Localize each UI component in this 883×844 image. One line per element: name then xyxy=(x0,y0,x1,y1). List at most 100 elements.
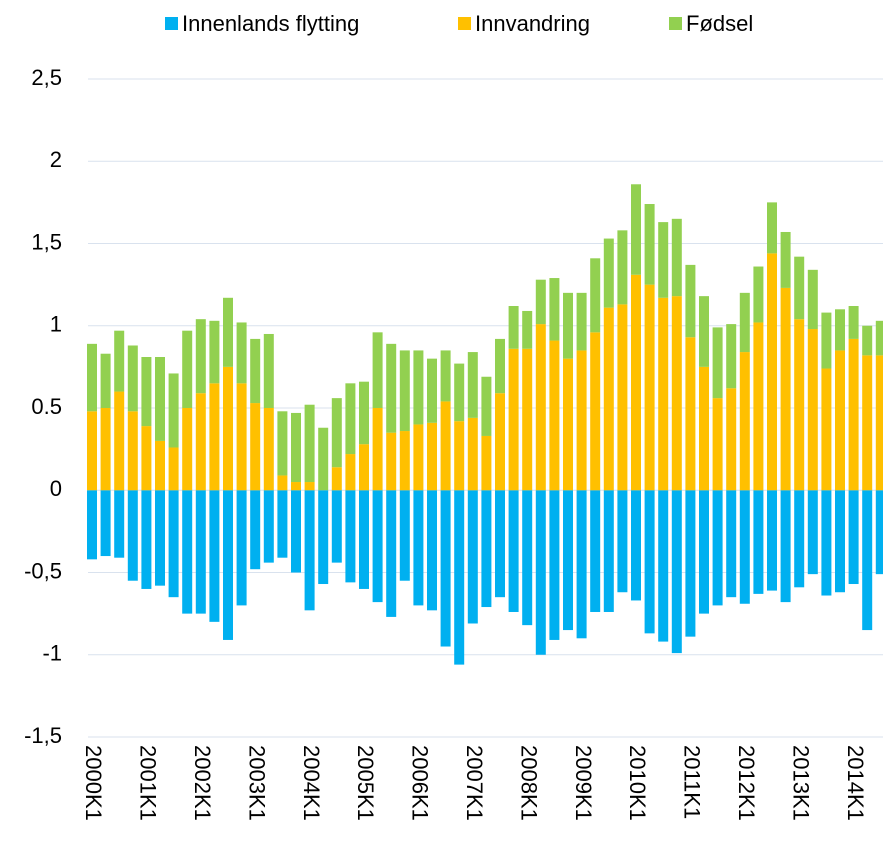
bar xyxy=(481,490,492,608)
bar xyxy=(399,490,410,581)
bar xyxy=(277,411,288,476)
bar xyxy=(685,337,696,491)
x-tick-label: 2012K1 xyxy=(734,745,759,821)
bar xyxy=(658,297,669,491)
bar xyxy=(345,383,356,455)
bar xyxy=(413,490,424,606)
bar xyxy=(236,322,247,384)
bar xyxy=(794,319,805,491)
bar xyxy=(767,202,777,254)
bar xyxy=(685,490,696,637)
x-tick-label: 2008K1 xyxy=(516,745,541,821)
bar xyxy=(671,490,682,654)
bar xyxy=(807,269,818,330)
bar xyxy=(535,279,546,325)
bar xyxy=(712,327,723,399)
legend-label: Fødsel xyxy=(686,11,753,36)
y-tick-label: 0 xyxy=(50,476,62,501)
bar xyxy=(481,376,492,436)
bar xyxy=(495,490,505,598)
bar xyxy=(481,435,492,491)
bar xyxy=(345,490,356,583)
bar xyxy=(223,297,233,367)
bar xyxy=(699,296,709,367)
bar xyxy=(726,490,737,598)
bar xyxy=(427,490,437,611)
bar xyxy=(114,330,125,392)
bar xyxy=(712,398,723,491)
x-tick-label: 2009K1 xyxy=(571,745,596,821)
bar xyxy=(821,490,832,596)
bar xyxy=(141,490,152,589)
bar xyxy=(427,358,437,423)
bar xyxy=(114,490,125,558)
bar xyxy=(495,393,505,491)
bar xyxy=(726,324,737,389)
bar xyxy=(100,408,111,491)
bar xyxy=(291,412,301,483)
y-tick-label: 0.5 xyxy=(31,394,62,419)
bar xyxy=(195,490,206,614)
bar xyxy=(848,306,859,339)
bar xyxy=(875,490,883,575)
bar xyxy=(794,256,805,320)
bar xyxy=(767,490,777,591)
bar xyxy=(699,366,709,491)
x-tick-label: 2002K1 xyxy=(190,745,215,821)
bar xyxy=(576,490,587,639)
bar xyxy=(631,490,641,601)
bar xyxy=(182,330,193,408)
bar xyxy=(603,238,614,308)
bar xyxy=(671,296,682,491)
bar xyxy=(563,490,573,631)
y-tick-label: 2 xyxy=(50,147,62,172)
bar xyxy=(739,490,750,604)
bar xyxy=(250,490,261,570)
bar xyxy=(590,258,601,333)
x-tick-label: 2013K1 xyxy=(788,745,813,821)
x-tick-label: 2006K1 xyxy=(408,745,433,821)
bar xyxy=(413,350,424,425)
bar xyxy=(454,490,465,665)
legend-swatch xyxy=(165,17,178,30)
bar xyxy=(209,490,220,622)
bar xyxy=(372,408,383,491)
bar xyxy=(563,358,573,491)
bar xyxy=(359,444,369,491)
bar xyxy=(794,490,805,588)
bar xyxy=(617,490,628,593)
bar xyxy=(712,490,723,606)
bar xyxy=(848,490,859,585)
x-tick-label: 2003K1 xyxy=(244,745,269,821)
bar xyxy=(87,490,97,560)
bar xyxy=(603,490,614,612)
bar xyxy=(155,440,165,491)
bar xyxy=(318,427,329,491)
bar xyxy=(821,368,832,491)
bar xyxy=(236,490,247,606)
bar xyxy=(155,490,165,586)
bar xyxy=(807,329,818,491)
bar xyxy=(331,398,342,468)
bar xyxy=(508,306,519,349)
y-tick-label: 1,5 xyxy=(31,229,62,254)
bar xyxy=(87,411,97,491)
bar xyxy=(155,357,165,441)
bar xyxy=(522,310,533,349)
bar xyxy=(862,355,873,491)
legend-swatch xyxy=(458,17,471,30)
bar xyxy=(617,230,628,305)
legend: Innenlands flytting Innvandring Fødsel xyxy=(165,11,753,36)
bar xyxy=(454,421,465,491)
bar xyxy=(127,411,138,491)
bar xyxy=(372,332,383,408)
bar xyxy=(535,324,546,491)
bar xyxy=(182,408,193,491)
bar xyxy=(263,408,274,491)
bar xyxy=(576,350,587,491)
bar xyxy=(699,490,709,614)
bar xyxy=(644,284,655,491)
bar xyxy=(413,424,424,491)
bar xyxy=(304,490,315,611)
bar xyxy=(195,393,206,491)
